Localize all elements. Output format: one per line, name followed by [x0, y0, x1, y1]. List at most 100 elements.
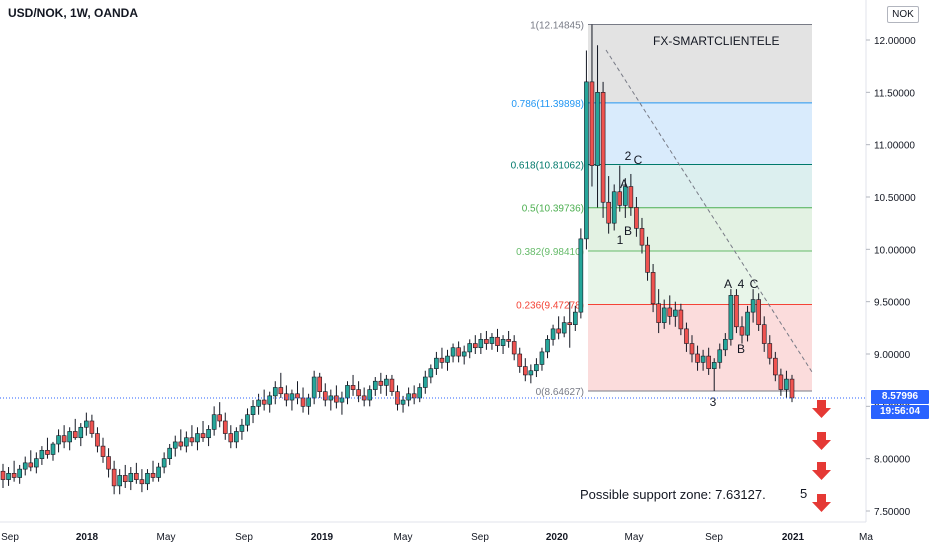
price-tick-label: 10.00000 [874, 245, 916, 256]
candle-body [756, 299, 761, 325]
candle-body [317, 376, 323, 392]
candle-body [611, 191, 617, 224]
candle-body [728, 295, 734, 340]
candle-body [211, 414, 217, 430]
candle-body [272, 387, 278, 397]
candle-body [461, 351, 467, 357]
candle-body [628, 186, 634, 208]
candle-body [128, 473, 134, 482]
candle-body [445, 355, 450, 363]
candle-body [345, 385, 350, 399]
candle-body [400, 399, 406, 405]
candle-body [650, 272, 656, 305]
candle-body [661, 307, 667, 323]
candle-body [100, 445, 106, 457]
fib-zone-1 [588, 24, 812, 103]
candle-body [684, 328, 689, 344]
candle-body [573, 311, 578, 325]
price-tick-label: 11.00000 [874, 141, 915, 152]
candle-body [789, 378, 795, 399]
candle-body [111, 468, 117, 487]
time-tick-label: 2018 [76, 532, 99, 543]
candle-body [528, 370, 534, 376]
candle-body [606, 201, 611, 224]
symbol-title: USD/NOK, 1W, OANDA [8, 6, 139, 20]
candle-body [773, 357, 778, 376]
price-tick-label: 10.50000 [874, 193, 916, 204]
wave-5-label: 5 [800, 486, 808, 501]
candle-body [384, 378, 389, 386]
candle-body [561, 322, 567, 334]
candle-body [0, 470, 6, 480]
candle-body [711, 362, 717, 369]
down-arrows [812, 400, 831, 512]
candle-body [589, 81, 595, 166]
support-zone-label: Possible support zone: 7.63127. [580, 487, 766, 502]
candle-body [95, 433, 100, 447]
trendline [605, 49, 813, 373]
time-axis[interactable]: Sep 2018 May Sep 2019 May Sep 2020 May Sep 2021 Ma [1, 532, 873, 543]
candle-body [172, 441, 178, 449]
candle-body [506, 339, 511, 342]
wave-label: A [724, 277, 732, 291]
candle-body [106, 456, 111, 470]
candle-body [311, 376, 317, 399]
candle-body [6, 473, 11, 480]
candle-body [706, 355, 711, 369]
candle-body [67, 431, 72, 443]
time-tick-label: Sep [705, 532, 723, 543]
candle-body [522, 366, 528, 376]
price-axis[interactable]: 12.00000 11.50000 11.00000 10.50000 10.00000… [866, 36, 916, 518]
candle-body [217, 414, 222, 422]
candle-body [300, 397, 306, 407]
candle-body [261, 399, 267, 405]
candle-body [378, 380, 384, 386]
candle-body [134, 473, 139, 480]
candle-body [695, 353, 700, 363]
time-tick-label: Sep [471, 532, 489, 543]
candle-body [489, 336, 495, 344]
wave-label: B [737, 342, 745, 356]
candle-body [256, 399, 261, 407]
candle-body [184, 437, 189, 447]
candle-body [678, 309, 684, 330]
candle-body [61, 435, 67, 443]
candle-body [222, 420, 228, 434]
candle-body [117, 475, 122, 487]
candle-body [634, 207, 639, 229]
candle-body [245, 414, 250, 426]
candle-body [306, 397, 311, 407]
candle-body [195, 433, 200, 443]
candle-body [189, 437, 195, 443]
candle-body [389, 378, 395, 392]
candle-body [356, 389, 361, 397]
candle-body [600, 92, 606, 203]
candle-body [534, 364, 539, 372]
time-tick-label: 2021 [782, 532, 805, 543]
candle-body [667, 307, 673, 317]
candle-body [45, 449, 50, 455]
candle-body [228, 433, 234, 443]
candle-body [339, 397, 345, 403]
candle-body [517, 353, 523, 367]
candlesticks [0, 24, 795, 495]
candle-body [361, 395, 367, 401]
candle-body [689, 343, 695, 355]
down-arrow-icon [812, 494, 831, 512]
candle-body [84, 420, 89, 428]
price-tick-label: 7.50000 [874, 507, 911, 518]
time-tick-label: Ma [859, 532, 873, 543]
candle-body [89, 420, 95, 434]
candle-body [178, 441, 184, 447]
candle-body [556, 328, 561, 334]
currency-badge[interactable]: NOK [887, 6, 919, 23]
candle-body [761, 324, 767, 344]
candle-body [56, 435, 61, 445]
candle-body [28, 462, 34, 468]
fib-zone-0.786 [588, 102, 812, 165]
candle-body [372, 380, 378, 390]
candle-body [72, 431, 78, 439]
candle-body [595, 92, 600, 166]
